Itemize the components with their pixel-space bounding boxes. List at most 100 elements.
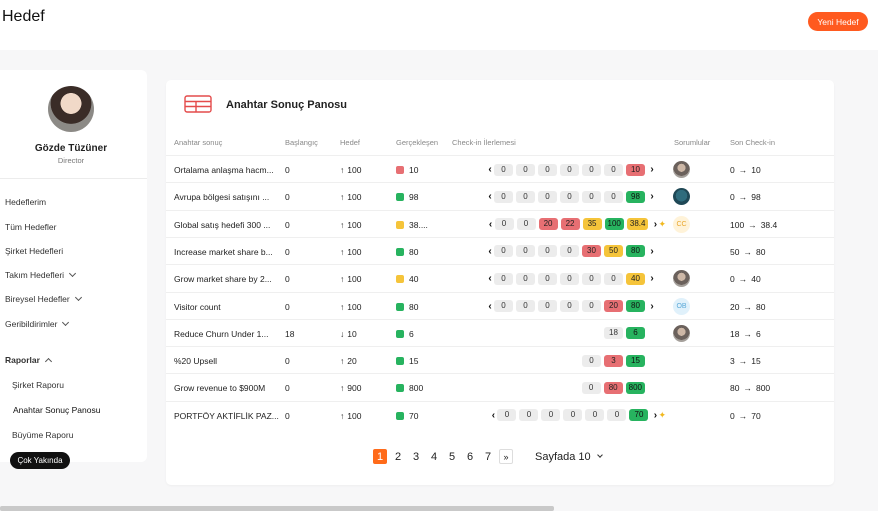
page-button-5[interactable]: 5 (448, 450, 456, 463)
chevron-left-icon[interactable]: ‹ (488, 218, 493, 230)
checkin-pill[interactable]: 0 (582, 190, 601, 203)
chevron-right-icon[interactable]: › (650, 273, 654, 285)
checkin-pill[interactable]: 40 (626, 272, 645, 285)
table-row[interactable]: Grow market share by 2... 0 ↑ 100 40 ‹ 0 0 0 0 0 0 4… (166, 264, 834, 291)
checkin-pill[interactable]: 0 (604, 190, 623, 203)
page-button-1[interactable]: 1 (373, 449, 387, 464)
checkin-pill[interactable]: 0 (538, 300, 557, 312)
table-row[interactable]: Increase market share b... 0 ↑ 100 80 ‹ 0 0 0 0 30… (166, 236, 834, 264)
owner-avatar[interactable] (673, 270, 690, 288)
checkin-pill[interactable]: 0 (541, 409, 561, 422)
checkin-pill[interactable]: 70 (629, 409, 649, 422)
sidebar-subitem-key-results-board[interactable]: Anahtar Sonuç Panosu (13, 405, 101, 415)
key-result-name[interactable]: Increase market share b... (174, 246, 273, 257)
checkin-pill[interactable]: 0 (560, 163, 579, 176)
page-size-select[interactable]: Sayfada 10 (535, 451, 603, 463)
sidebar-item-my-goals[interactable]: Hedeflerim (5, 197, 46, 207)
checkin-pill[interactable]: 0 (497, 409, 517, 422)
sidebar-item-reports[interactable]: Raporlar (5, 355, 53, 365)
checkin-pill[interactable]: 0 (538, 245, 557, 258)
checkin-pill[interactable]: 0 (560, 245, 579, 258)
sidebar-subitem-company-report[interactable]: Şirket Raporu (12, 380, 64, 390)
checkin-pill[interactable]: 80 (603, 381, 623, 394)
sidebar-item-all-goals[interactable]: Tüm Hedefler (5, 222, 57, 232)
checkin-pill[interactable]: 0 (582, 354, 601, 367)
sidebar-item-company-goals[interactable]: Şirket Hedefleri (5, 246, 63, 256)
horizontal-scrollbar[interactable] (0, 506, 554, 511)
chevron-left-icon[interactable]: ‹ (488, 164, 492, 175)
key-result-name[interactable]: Grow revenue to $900M (174, 383, 266, 394)
chevron-right-icon[interactable]: › (653, 218, 658, 230)
sidebar-item-feedback[interactable]: Geribildirimler (5, 318, 70, 329)
key-result-name[interactable]: %20 Upsell (174, 356, 217, 367)
checkin-pill[interactable]: 0 (494, 272, 513, 285)
checkin-pill[interactable]: 30 (582, 245, 601, 258)
checkin-pill[interactable]: 98 (626, 190, 645, 203)
chevron-left-icon[interactable]: ‹ (488, 191, 492, 203)
checkin-pill[interactable]: 0 (538, 272, 557, 285)
checkin-pill[interactable]: 80 (626, 245, 645, 258)
chevron-left-icon[interactable]: ‹ (491, 409, 496, 421)
table-row[interactable]: Reduce Churn Under 1... 18 ↓ 10 6 18 6 18 → 6 (166, 318, 834, 346)
key-result-name[interactable]: Reduce Churn Under 1... (174, 328, 269, 339)
checkin-pill[interactable]: 0 (563, 409, 583, 422)
key-result-name[interactable]: Grow market share by 2... (174, 274, 272, 285)
key-result-name[interactable]: Ortalama anlaşma hacm... (174, 165, 274, 175)
page-button-2[interactable]: 2 (394, 450, 402, 463)
checkin-pill[interactable]: 0 (582, 300, 601, 312)
owner-avatar[interactable] (673, 324, 690, 342)
checkin-pill[interactable]: 0 (494, 300, 513, 312)
checkin-pill[interactable]: 0 (516, 245, 535, 258)
checkin-pill[interactable]: 0 (604, 163, 623, 176)
table-row[interactable]: Global satış hedefi 300 ... 0 ↑ 100 38.... ‹ 0… (166, 209, 834, 237)
checkin-pill[interactable]: 0 (560, 272, 579, 285)
checkin-pill[interactable]: 0 (494, 163, 513, 176)
checkin-pill[interactable]: 3 (604, 354, 623, 367)
table-row[interactable]: %20 Upsell 0 ↑ 20 15 0 3 15 3 → 15 (166, 346, 834, 373)
checkin-pill[interactable]: 0 (516, 218, 536, 231)
checkin-pill[interactable]: 20 (538, 218, 558, 231)
chevron-right-icon[interactable]: › (650, 300, 654, 312)
chevron-right-icon[interactable]: › (650, 245, 654, 257)
checkin-pill[interactable]: 0 (538, 190, 557, 203)
checkin-pill[interactable]: 6 (626, 327, 645, 340)
checkin-pill[interactable]: 0 (538, 163, 557, 176)
checkin-pill[interactable]: 0 (516, 163, 535, 176)
table-row[interactable]: PORTFÖY AKTİFLİK PAZ... 0 ↑ 100 70 ‹ 0 0 0 0 0 0 70 ›… (166, 400, 834, 428)
checkin-pill[interactable]: 0 (494, 218, 514, 231)
table-row[interactable]: Avrupa bölgesi satışını ... 0 ↑ 100 98 ‹ 0 0 0 0 0… (166, 182, 834, 209)
chevron-left-icon[interactable]: ‹ (488, 300, 492, 312)
checkin-pill[interactable]: 18 (604, 327, 623, 340)
owner-avatar[interactable]: CC (673, 215, 690, 233)
owner-avatar[interactable] (673, 188, 690, 206)
table-row[interactable]: Ortalama anlaşma hacm... 0 ↑ 100 10 ‹ 0 0 0 0 0 0 10… (166, 155, 834, 182)
checkin-pill[interactable]: 0 (516, 300, 535, 312)
checkin-pill[interactable]: 38.4 (626, 218, 649, 231)
checkin-pill[interactable]: 10 (626, 163, 645, 176)
checkin-pill[interactable]: 80 (626, 300, 645, 312)
next-page-button[interactable]: » (499, 449, 513, 464)
owner-avatar[interactable] (673, 161, 690, 178)
checkin-pill[interactable]: 0 (607, 409, 627, 422)
sidebar-item-individual-goals[interactable]: Bireysel Hedefler (5, 293, 82, 304)
checkin-pill[interactable]: 0 (604, 272, 623, 285)
checkin-pill[interactable]: 0 (516, 190, 535, 203)
checkin-pill[interactable]: 50 (604, 245, 623, 258)
sidebar-item-team-goals[interactable]: Takım Hedefleri (5, 269, 77, 280)
table-row[interactable]: Grow revenue to $900M 0 ↑ 900 800 0 80 800 80 → 80… (166, 373, 834, 400)
checkin-pill[interactable]: 0 (585, 409, 605, 422)
sidebar-subitem-growth-report[interactable]: Büyüme Raporu (12, 430, 74, 440)
checkin-pill[interactable]: 15 (626, 354, 645, 367)
key-result-name[interactable]: Avrupa bölgesi satışını ... (174, 192, 270, 203)
checkin-pill[interactable]: 22 (560, 218, 580, 231)
checkin-pill[interactable]: 0 (519, 409, 539, 422)
chevron-right-icon[interactable]: › (650, 164, 654, 175)
checkin-pill[interactable]: 0 (582, 272, 601, 285)
checkin-pill[interactable]: 20 (604, 300, 623, 312)
new-goal-button[interactable]: Yeni Hedef (808, 12, 868, 31)
checkin-pill[interactable]: 800 (625, 381, 645, 394)
page-button-7[interactable]: 7 (484, 450, 492, 463)
page-button-3[interactable]: 3 (412, 450, 420, 463)
checkin-pill[interactable]: 0 (560, 190, 579, 203)
checkin-pill[interactable]: 35 (582, 218, 602, 231)
